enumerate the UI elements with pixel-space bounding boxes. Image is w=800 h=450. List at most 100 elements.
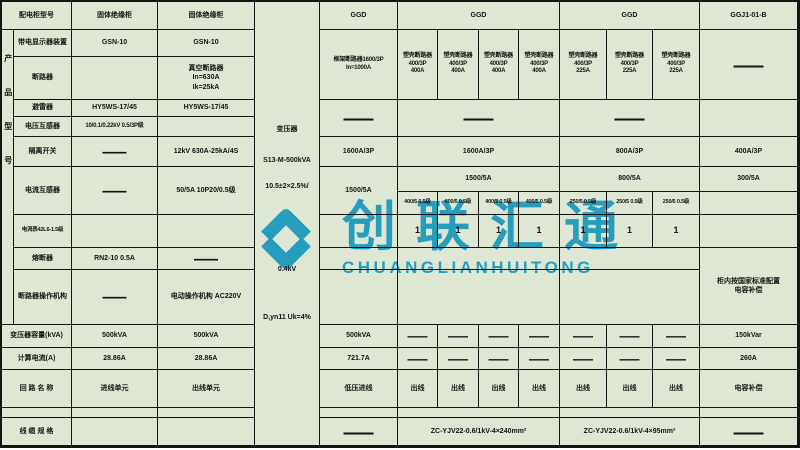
cell-c-model: 固体绝缘柜	[158, 2, 255, 30]
cell-out400-current-dash: —	[519, 348, 560, 370]
cell-b-display: GSN-10	[72, 30, 158, 57]
cell-ggd1-dash: —	[320, 100, 398, 137]
cell-spacer	[2, 408, 72, 418]
cell-out400-header: GGD	[398, 2, 560, 30]
cell-label-fuse: 熔断器	[14, 248, 72, 270]
cell-out225-header: GGD	[560, 2, 700, 30]
cell-ggj-capacity: 150kVar	[700, 325, 798, 348]
cell-c-capacity: 500kVA	[158, 325, 255, 348]
cell-label-arrester: 避雷器	[14, 100, 72, 117]
cell-c-mech: 电动操作机构 AC220V	[158, 270, 255, 325]
cell-b-current: 28.86A	[72, 348, 158, 370]
cell-label-ct: 电流互感器	[14, 167, 72, 215]
cell-out225-cable: ZC-YJV22-0.6/1kV-4×95mm²	[560, 418, 700, 446]
cell-out225-breaker: 塑壳断路器 400/3P 225A	[653, 30, 700, 100]
cell-out225-current-dash: —	[560, 348, 607, 370]
cell-ggj-cable-dash: —	[700, 418, 798, 446]
cell-out400-circuit: 出线	[438, 370, 479, 408]
cell-b-cable-blank	[72, 418, 158, 446]
cell-out400-ct-group: 1500/5A	[398, 167, 560, 192]
cell-ggj-circuit: 电容补偿	[700, 370, 798, 408]
cell-out225-ct: 250/5 0.5级	[607, 192, 653, 215]
cell-b-fuse: RN2-10 0.5A	[72, 248, 158, 270]
cell-out400-breaker: 塑壳断路器 400/3P 400A	[519, 30, 560, 100]
cell-out400-capacity-dash: —	[438, 325, 479, 348]
cell-out400-current-dash: —	[398, 348, 438, 370]
cell-out400-meter-qty: 1	[519, 215, 560, 248]
cell-ggd1-isolator: 1600A/3P	[320, 137, 398, 167]
cell-ggj-ct: 300/5A	[700, 167, 798, 192]
cell-out400-ct: 400/5 0.5级	[479, 192, 519, 215]
cell-ggd1-fuse-blank	[320, 248, 398, 270]
cell-out400-isolator: 1600A/3P	[398, 137, 560, 167]
cell-out400-meter-qty: 1	[398, 215, 438, 248]
cell-b-mech-dash: —	[72, 270, 158, 325]
cell-out400-dash: —	[398, 100, 560, 137]
cell-out400-capacity-dash: —	[479, 325, 519, 348]
transformer-lv: 0.4kV	[277, 265, 297, 273]
cell-out400-ct: 400/5 0.5级	[398, 192, 438, 215]
cell-label-ammeter: 电流表42L6-1.5级	[14, 215, 72, 248]
cell-ggj-isolator: 400A/3P	[700, 137, 798, 167]
cell-ggd1-circuit: 低压进线	[320, 370, 398, 408]
cell-c-circuit: 出线单元	[158, 370, 255, 408]
cell-ggd1-current: 721.7A	[320, 348, 398, 370]
cell-label-capacity: 变压器容量(kVA)	[2, 325, 72, 348]
transformer-vector: D,yn11 Uk=4%	[263, 313, 311, 321]
cell-b-model: 固体绝缘柜	[72, 2, 158, 30]
cell-c-display: GSN-10	[158, 30, 255, 57]
cell-ggj-note: 柜内按国家标准配置 电容补偿	[700, 248, 798, 325]
cell-out400-meter-qty: 1	[438, 215, 479, 248]
cell-spacer	[398, 408, 560, 418]
cell-ggd1-cable-dash: —	[320, 418, 398, 446]
cell-out225-capacity-dash: —	[653, 325, 700, 348]
cell-out400-cable: ZC-YJV22-0.6/1kV-4×240mm²	[398, 418, 560, 446]
cell-c-pt-blank	[158, 117, 255, 137]
cell-ggd1-breaker: 框架断路器1600/3P In=1000A	[320, 30, 398, 100]
cell-out225-capacity-dash: —	[560, 325, 607, 348]
cell-out400-meter-qty: 1	[479, 215, 519, 248]
cell-out400-circuit: 出线	[479, 370, 519, 408]
cell-b-breaker-blank	[72, 57, 158, 100]
cell-spacer	[72, 408, 158, 418]
cell-ggd1-mech-blank	[320, 270, 398, 325]
cell-out225-circuit: 出线	[653, 370, 700, 408]
cell-out400-circuit: 出线	[519, 370, 560, 408]
cell-label-current: 计算电流(A)	[2, 348, 72, 370]
cell-out225-breaker: 塑壳断路器 400/3P 225A	[560, 30, 607, 100]
cell-out400-breaker: 塑壳断路器 400/3P 400A	[438, 30, 479, 100]
cell-out400-capacity-dash: —	[398, 325, 438, 348]
cell-out225-capacity-dash: —	[607, 325, 653, 348]
cell-out225-meter-qty: 1	[607, 215, 653, 248]
cell-label-cable: 线 缆 规 格	[2, 418, 72, 446]
cell-ggd1-ct: 1500/5A	[320, 167, 398, 215]
cell-b-pt: 10/0.1/0.22kV 0.5/3P级	[72, 117, 158, 137]
cell-label-pt: 电压互感器	[14, 117, 72, 137]
cell-out225-breaker: 塑壳断路器 400/3P 225A	[607, 30, 653, 100]
cell-label-model: 配电柜型号	[2, 2, 72, 30]
cell-out400-mech-blank	[398, 270, 560, 325]
cell-ggj-ammeter-blank	[700, 215, 798, 248]
cell-ggj-current: 260A	[700, 348, 798, 370]
cell-c-ammeter-blank	[158, 215, 255, 248]
cell-c-arrester: HY5WS-17/45	[158, 100, 255, 117]
cell-ggj-header: GGJ1-01-B	[700, 2, 798, 30]
cell-out225-meter-qty: 1	[560, 215, 607, 248]
cell-out225-meter-qty: 1	[653, 215, 700, 248]
cell-out400-current-dash: —	[479, 348, 519, 370]
cell-out400-breaker: 塑壳断路器 400/3P 400A	[479, 30, 519, 100]
cell-out225-current-dash: —	[607, 348, 653, 370]
cell-out400-fuse-blank	[398, 248, 560, 270]
cell-label-isolator: 隔离开关	[14, 137, 72, 167]
cell-out225-ct: 250/5 0.5级	[560, 192, 607, 215]
cell-b-circuit: 进线单元	[72, 370, 158, 408]
cell-spacer	[560, 408, 700, 418]
cell-out225-current-dash: —	[653, 348, 700, 370]
cell-label-breaker: 断路器	[14, 57, 72, 100]
cell-b-arrester: HY5WS-17/45	[72, 100, 158, 117]
cell-c-current: 28.86A	[158, 348, 255, 370]
cell-out225-circuit: 出线	[560, 370, 607, 408]
cell-spacer	[158, 408, 255, 418]
cell-out400-capacity-dash: —	[519, 325, 560, 348]
